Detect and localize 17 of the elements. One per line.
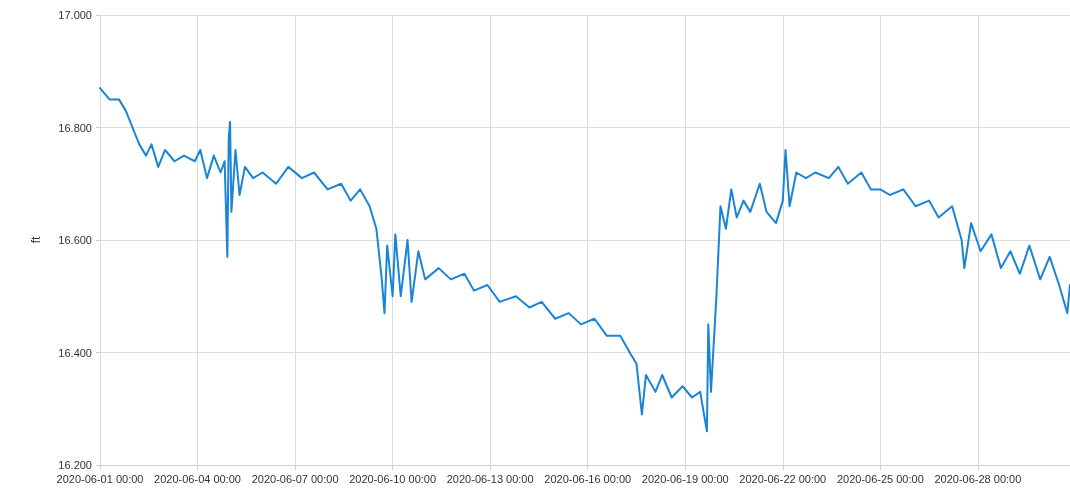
- y-tick-label: 16.400: [58, 346, 92, 359]
- x-tick-label: 2020-06-01 00:00: [56, 472, 144, 485]
- x-tick-label: 2020-06-28 00:00: [934, 472, 1022, 485]
- x-tick-label: 2020-06-13 00:00: [446, 472, 534, 485]
- x-tick-label: 2020-06-19 00:00: [641, 472, 729, 485]
- y-axis-title: ft: [29, 236, 43, 244]
- x-tick-label: 2020-06-10 00:00: [349, 472, 437, 485]
- x-tick-label: 2020-06-07 00:00: [251, 472, 339, 485]
- x-tick-label: 2020-06-16 00:00: [544, 472, 632, 485]
- x-tick-label: 2020-06-22 00:00: [739, 472, 827, 485]
- line-series: [99, 87, 1070, 433]
- y-tick-label: 16.200: [58, 459, 92, 471]
- y-tick-label: 17.000: [58, 9, 92, 21]
- x-tick-label: 2020-06-25 00:00: [836, 472, 924, 485]
- y-tick-label: 16.600: [58, 234, 92, 246]
- x-tick-label: 2020-06-04 00:00: [154, 472, 241, 485]
- y-tick-label: 16.800: [58, 121, 92, 134]
